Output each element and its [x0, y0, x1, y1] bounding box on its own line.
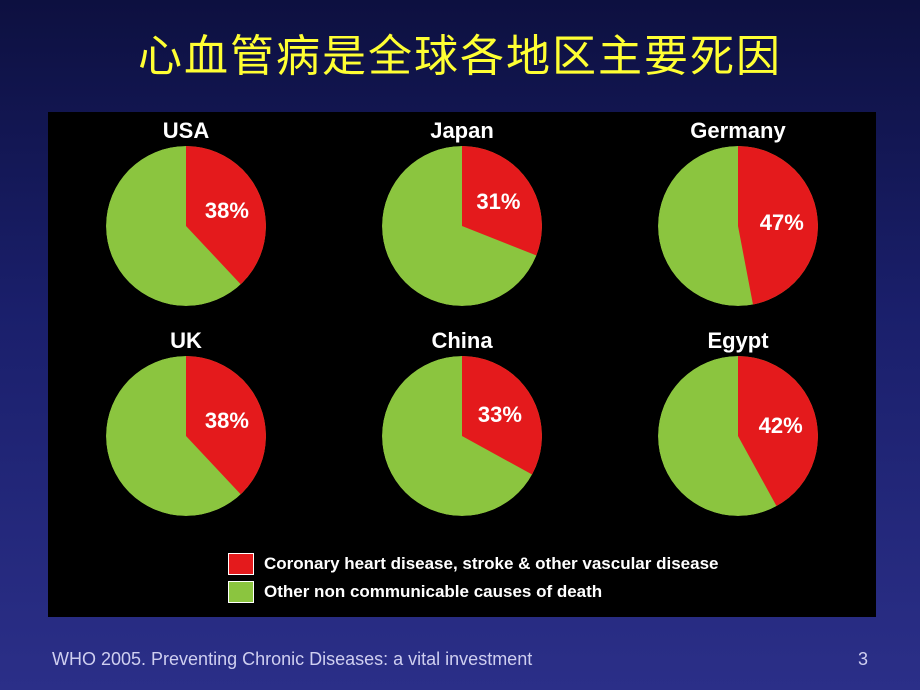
- pie-label-egypt: Egypt: [600, 328, 876, 354]
- pie-pct-usa: 38%: [205, 198, 249, 224]
- pie-chart-usa: USA 38%: [48, 118, 324, 306]
- pie-pct-uk: 38%: [205, 408, 249, 434]
- legend: Coronary heart disease, stroke & other v…: [228, 547, 718, 603]
- pie-chart-china: China 33%: [324, 328, 600, 516]
- pie-chart-germany: Germany 47%: [600, 118, 876, 306]
- pie-label-japan: Japan: [324, 118, 600, 144]
- pie-label-germany: Germany: [600, 118, 876, 144]
- legend-row-1: Other non communicable causes of death: [228, 581, 718, 603]
- footer-citation: WHO 2005. Preventing Chronic Diseases: a…: [52, 649, 532, 670]
- pie-label-china: China: [324, 328, 600, 354]
- pie-pct-egypt: 42%: [759, 413, 803, 439]
- charts-grid: USA 38% Japan 31% Germany 47% UK 38% China 33% Egy…: [48, 112, 876, 617]
- pie-chart-egypt: Egypt 42%: [600, 328, 876, 516]
- pie-pct-japan: 31%: [476, 189, 520, 215]
- pie-svg-japan: [382, 146, 542, 306]
- legend-swatch-cvd: [228, 553, 254, 575]
- pie-svg-china: [382, 356, 542, 516]
- legend-swatch-other: [228, 581, 254, 603]
- legend-text-1: Other non communicable causes of death: [264, 582, 602, 602]
- legend-row-0: Coronary heart disease, stroke & other v…: [228, 553, 718, 575]
- pie-label-uk: UK: [48, 328, 324, 354]
- pie-svg-usa: [106, 146, 266, 306]
- pie-svg-uk: [106, 356, 266, 516]
- pie-pct-china: 33%: [478, 402, 522, 428]
- pie-chart-japan: Japan 31%: [324, 118, 600, 306]
- slide-title: 心血管病是全球各地区主要死因: [0, 0, 920, 84]
- pie-pct-germany: 47%: [760, 210, 804, 236]
- page-number: 3: [858, 649, 868, 670]
- chart-panel: USA 38% Japan 31% Germany 47% UK 38% China 33% Egy…: [48, 112, 876, 617]
- legend-text-0: Coronary heart disease, stroke & other v…: [264, 554, 718, 574]
- pie-label-usa: USA: [48, 118, 324, 144]
- pie-chart-uk: UK 38%: [48, 328, 324, 516]
